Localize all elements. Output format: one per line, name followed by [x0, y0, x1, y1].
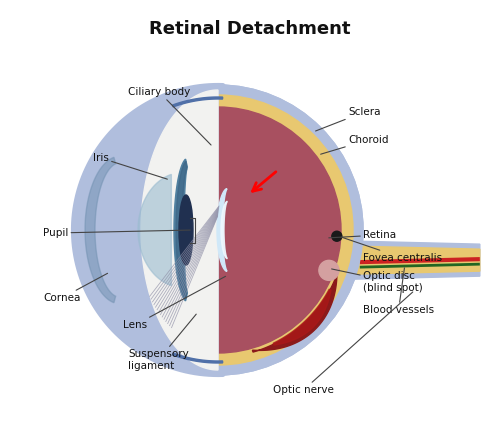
Text: Sclera: Sclera	[316, 107, 380, 131]
Ellipse shape	[179, 195, 193, 265]
Polygon shape	[221, 201, 228, 258]
Text: Retinal Detachment: Retinal Detachment	[149, 20, 351, 38]
Polygon shape	[138, 174, 172, 286]
Text: Cornea: Cornea	[43, 273, 108, 303]
Polygon shape	[85, 157, 116, 303]
Text: Pupil: Pupil	[43, 228, 190, 238]
Polygon shape	[172, 353, 222, 363]
Text: Iris: Iris	[93, 153, 168, 179]
Text: Fovea centralis: Fovea centralis	[342, 237, 442, 263]
Text: Optic disc
(blind spot): Optic disc (blind spot)	[332, 269, 423, 293]
Circle shape	[95, 107, 341, 353]
Polygon shape	[355, 246, 480, 274]
Circle shape	[95, 107, 341, 353]
Polygon shape	[266, 288, 324, 341]
Circle shape	[332, 231, 342, 241]
Text: Retina: Retina	[329, 230, 396, 240]
Text: Choroid: Choroid	[320, 135, 388, 154]
Circle shape	[73, 85, 363, 375]
Circle shape	[73, 85, 363, 375]
Circle shape	[83, 95, 353, 365]
Polygon shape	[217, 189, 227, 271]
Circle shape	[319, 260, 339, 280]
Wedge shape	[73, 85, 218, 375]
Text: Optic nerve: Optic nerve	[273, 292, 413, 395]
Text: Ciliary body: Ciliary body	[128, 87, 211, 145]
Circle shape	[83, 95, 353, 365]
Polygon shape	[252, 269, 339, 352]
Text: Blood vessels: Blood vessels	[363, 268, 434, 315]
Text: Suspensory
ligament: Suspensory ligament	[128, 314, 196, 371]
Polygon shape	[355, 241, 480, 279]
Polygon shape	[273, 289, 331, 345]
Polygon shape	[256, 271, 343, 356]
Text: Lens: Lens	[123, 276, 226, 330]
Polygon shape	[176, 161, 187, 299]
Polygon shape	[245, 257, 338, 351]
Polygon shape	[141, 90, 218, 370]
Polygon shape	[172, 97, 222, 107]
Polygon shape	[174, 159, 188, 301]
Circle shape	[95, 107, 341, 353]
